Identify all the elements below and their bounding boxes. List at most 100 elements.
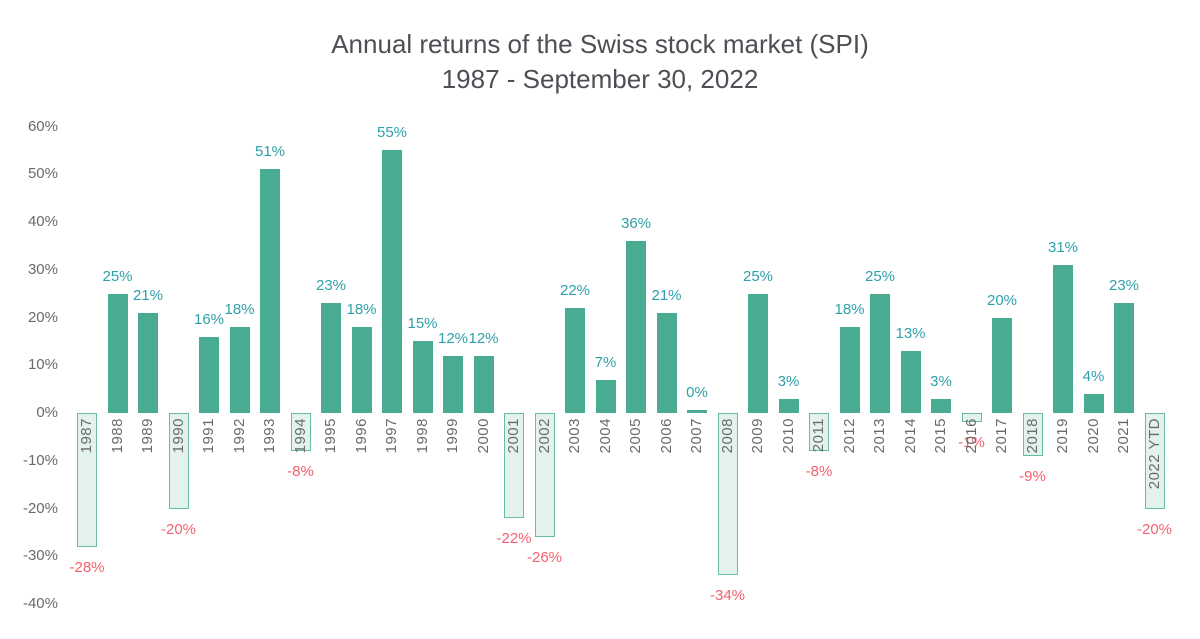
bar-value-label: 55% — [376, 124, 408, 142]
bar-2001 — [504, 413, 524, 519]
bar-1993 — [260, 169, 280, 413]
bar-value-label: 18% — [834, 301, 865, 319]
bar-value-label: 21% — [132, 286, 164, 304]
bar-1996 — [351, 327, 372, 413]
bar-1994 — [290, 413, 311, 452]
chart-subtitle: 1987 - September 30, 2022 — [441, 64, 759, 94]
x-axis-year-label: 1994 — [291, 418, 309, 454]
bar-1997 — [382, 150, 402, 413]
y-axis-tick-label: 50% — [27, 165, 58, 183]
bar-2014 — [900, 350, 921, 413]
y-axis-tick-label: 60% — [27, 117, 58, 135]
x-axis-year-label: 1998 — [413, 418, 431, 454]
bar-value-label: 3% — [930, 372, 952, 390]
bar-2013 — [870, 293, 890, 413]
x-axis-year-label: 2009 — [749, 418, 766, 454]
x-axis-year-label: 2004 — [596, 418, 614, 454]
bar-2015 — [931, 398, 951, 413]
y-axis-tick-label: -40% — [22, 595, 58, 612]
bar-value-label: -28% — [69, 558, 105, 576]
bar-1989 — [138, 312, 158, 413]
bar-value-label: 0% — [686, 384, 708, 401]
x-axis-year-label: 2018 — [1023, 418, 1041, 454]
bar-2010 — [778, 398, 799, 413]
x-axis-year-label: 2022 YTD — [1145, 418, 1163, 490]
y-axis-tick-label: -20% — [22, 499, 58, 517]
bar-1999 — [443, 355, 463, 413]
bar-value-label: -9% — [1019, 467, 1046, 485]
x-axis-year-label: 2003 — [566, 418, 583, 454]
bar-2004 — [595, 379, 616, 413]
bar-1998 — [412, 341, 433, 413]
x-axis-year-label: 2016 — [962, 418, 980, 454]
bar-2009 — [748, 293, 768, 413]
x-axis-year-label: 2015 — [932, 418, 949, 454]
y-axis-tick-label: 40% — [27, 213, 58, 230]
x-axis-year-label: 2019 — [1054, 418, 1071, 454]
bar-2012 — [839, 327, 860, 413]
x-axis-year-label: 2014 — [901, 418, 919, 454]
bar-2003 — [565, 307, 585, 413]
bar-value-label: 36% — [620, 215, 652, 233]
x-axis-year-label: 1996 — [352, 418, 370, 454]
bar-value-label: 12% — [437, 329, 469, 347]
x-axis-year-label: 2011 — [810, 418, 827, 453]
bar-value-label: -34% — [709, 587, 746, 605]
x-axis-year-label: 2021 — [1115, 418, 1132, 454]
y-axis-tick-label: 10% — [27, 356, 58, 374]
bar-2011 — [809, 413, 829, 452]
bar-value-label: 13% — [895, 324, 926, 342]
x-axis-year-label: 2012 — [840, 418, 858, 454]
y-axis-tick-label: 30% — [27, 260, 58, 278]
x-axis-year-label: 1992 — [230, 418, 248, 454]
y-axis-tick-label: 20% — [27, 308, 58, 326]
bar-value-label: 31% — [1047, 238, 1079, 256]
bar-1991 — [199, 336, 219, 413]
bar-value-label: 25% — [864, 267, 896, 285]
bar-value-label: 23% — [315, 277, 347, 295]
bar-value-label: -22% — [496, 530, 532, 548]
x-axis-year-label: 1997 — [383, 418, 400, 454]
x-axis-year-label: 2008 — [718, 418, 736, 454]
x-axis-year-label: 2017 — [993, 418, 1010, 454]
x-axis-year-label: 1987 — [78, 418, 95, 454]
bar-value-label: -20% — [160, 520, 197, 538]
bar-2008 — [717, 413, 738, 576]
bar-value-label: 20% — [986, 291, 1018, 309]
bar-value-label: 25% — [742, 267, 774, 285]
bar-2019 — [1053, 264, 1073, 413]
bar-2022-ytd — [1144, 413, 1165, 509]
x-axis-year-label: 2020 — [1084, 418, 1102, 454]
bar-2005 — [626, 241, 646, 413]
x-axis-year-label: 1990 — [169, 418, 187, 454]
bar-value-label: 51% — [254, 143, 286, 161]
bar-1990 — [168, 413, 189, 509]
x-axis-year-label: 1999 — [444, 418, 461, 454]
bar-1995 — [321, 303, 341, 413]
bar-value-label: 18% — [224, 301, 255, 319]
bar-value-label: -8% — [287, 463, 314, 481]
x-axis-year-label: 2010 — [779, 418, 797, 454]
bar-value-label: 25% — [102, 267, 133, 285]
x-axis-year-label: 1991 — [200, 418, 217, 454]
bar-2017 — [992, 317, 1012, 413]
bar-value-label: -1% — [958, 434, 985, 451]
bar-value-label: -20% — [1136, 520, 1173, 538]
y-axis-tick-label: -10% — [22, 451, 58, 469]
x-axis-year-label: 1995 — [322, 418, 339, 454]
y-axis-tick-label: 0% — [36, 404, 58, 421]
y-axis-tick-label: -30% — [22, 547, 58, 565]
bar-2021 — [1114, 303, 1134, 413]
bar-value-label: -8% — [805, 463, 833, 481]
x-axis-year-label: 2007 — [688, 418, 705, 454]
bar-2020 — [1083, 393, 1104, 413]
chart-title: Annual returns of the Swiss stock market… — [331, 29, 869, 59]
bar-1988 — [107, 293, 128, 413]
bar-2007 — [687, 410, 707, 413]
bar-value-label: 23% — [1108, 277, 1140, 295]
x-axis-year-label: 1989 — [139, 418, 156, 454]
x-axis-year-label: 2000 — [474, 418, 492, 454]
bar-value-label: 3% — [777, 372, 800, 390]
chart-title-block: Annual returns of the Swiss stock market… — [0, 27, 1200, 97]
